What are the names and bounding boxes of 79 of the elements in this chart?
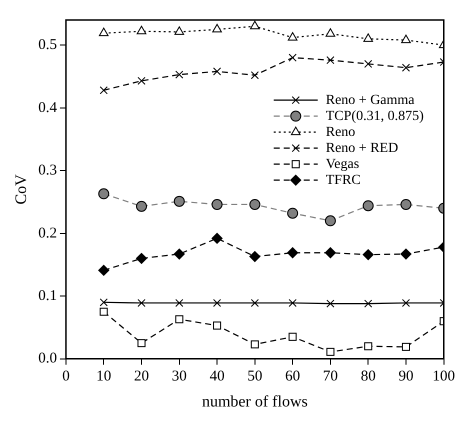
point [174, 196, 185, 207]
legend-label: Vegas [326, 156, 360, 172]
point [136, 200, 148, 212]
point [400, 248, 412, 260]
point [174, 26, 184, 35]
point [98, 188, 110, 200]
point [137, 76, 146, 85]
point [98, 28, 109, 36]
point [249, 198, 260, 210]
legend-label: Reno + RED [326, 140, 398, 156]
point [326, 28, 336, 37]
y-axis-title: CoV [12, 174, 30, 205]
point [364, 60, 372, 68]
point [213, 322, 222, 330]
point [402, 342, 410, 351]
x-tick-label: 70 [322, 368, 338, 385]
point [250, 298, 259, 307]
point [324, 247, 336, 258]
point [288, 332, 297, 341]
point [402, 64, 410, 72]
point [326, 56, 334, 64]
legend-label: Reno [326, 124, 356, 140]
x-tick-label: 40 [210, 368, 225, 385]
point [364, 342, 372, 350]
point [250, 20, 260, 30]
point [362, 200, 374, 212]
point [213, 298, 222, 307]
legend-label: Reno + Gamma [326, 92, 416, 108]
y-tick-label: 0.5 [38, 37, 57, 54]
point [288, 32, 298, 41]
point [212, 198, 223, 210]
point [400, 198, 412, 210]
point [288, 298, 297, 307]
point [136, 26, 146, 34]
x-tick-label: 30 [172, 368, 187, 385]
point [287, 208, 298, 219]
y-tick-label: 0.3 [38, 162, 57, 179]
point [250, 71, 259, 80]
point [100, 308, 108, 316]
y-tick-label: 0.4 [38, 100, 58, 116]
point [363, 33, 374, 42]
y-tick-label: 0.1 [38, 288, 57, 304]
point [212, 232, 223, 244]
x-tick-label: 90 [398, 368, 414, 385]
point [98, 264, 110, 276]
point [136, 252, 148, 264]
x-axis-title: number of flows [202, 394, 308, 411]
point [137, 339, 146, 348]
point [174, 248, 185, 260]
x-tick-label: 50 [247, 368, 262, 385]
point [249, 251, 260, 262]
x-tick-label: 80 [360, 368, 376, 385]
x-tick-label: 60 [285, 368, 300, 385]
point [100, 298, 108, 306]
point [288, 54, 297, 62]
point [175, 298, 184, 307]
x-tick-label: 0 [62, 368, 70, 385]
point [250, 340, 259, 348]
legend-label: TFRC [326, 172, 361, 188]
point [402, 298, 410, 307]
point [100, 86, 108, 94]
x-tick-label: 100 [432, 368, 455, 385]
y-tick-label: 0.2 [38, 225, 57, 242]
point [362, 249, 374, 260]
x-tick-label: 20 [134, 368, 150, 385]
point [401, 34, 411, 44]
point [175, 70, 184, 79]
point [326, 348, 334, 356]
legend-label: TCP(0.31, 0.875) [326, 108, 424, 124]
x-tick-label: 10 [96, 368, 112, 385]
point [213, 67, 222, 76]
point [324, 215, 336, 226]
point [212, 24, 222, 32]
y-tick-label: 0.0 [38, 350, 57, 367]
point [137, 298, 146, 307]
point [175, 315, 184, 324]
point [287, 247, 298, 258]
point [364, 300, 372, 308]
point [326, 300, 334, 308]
